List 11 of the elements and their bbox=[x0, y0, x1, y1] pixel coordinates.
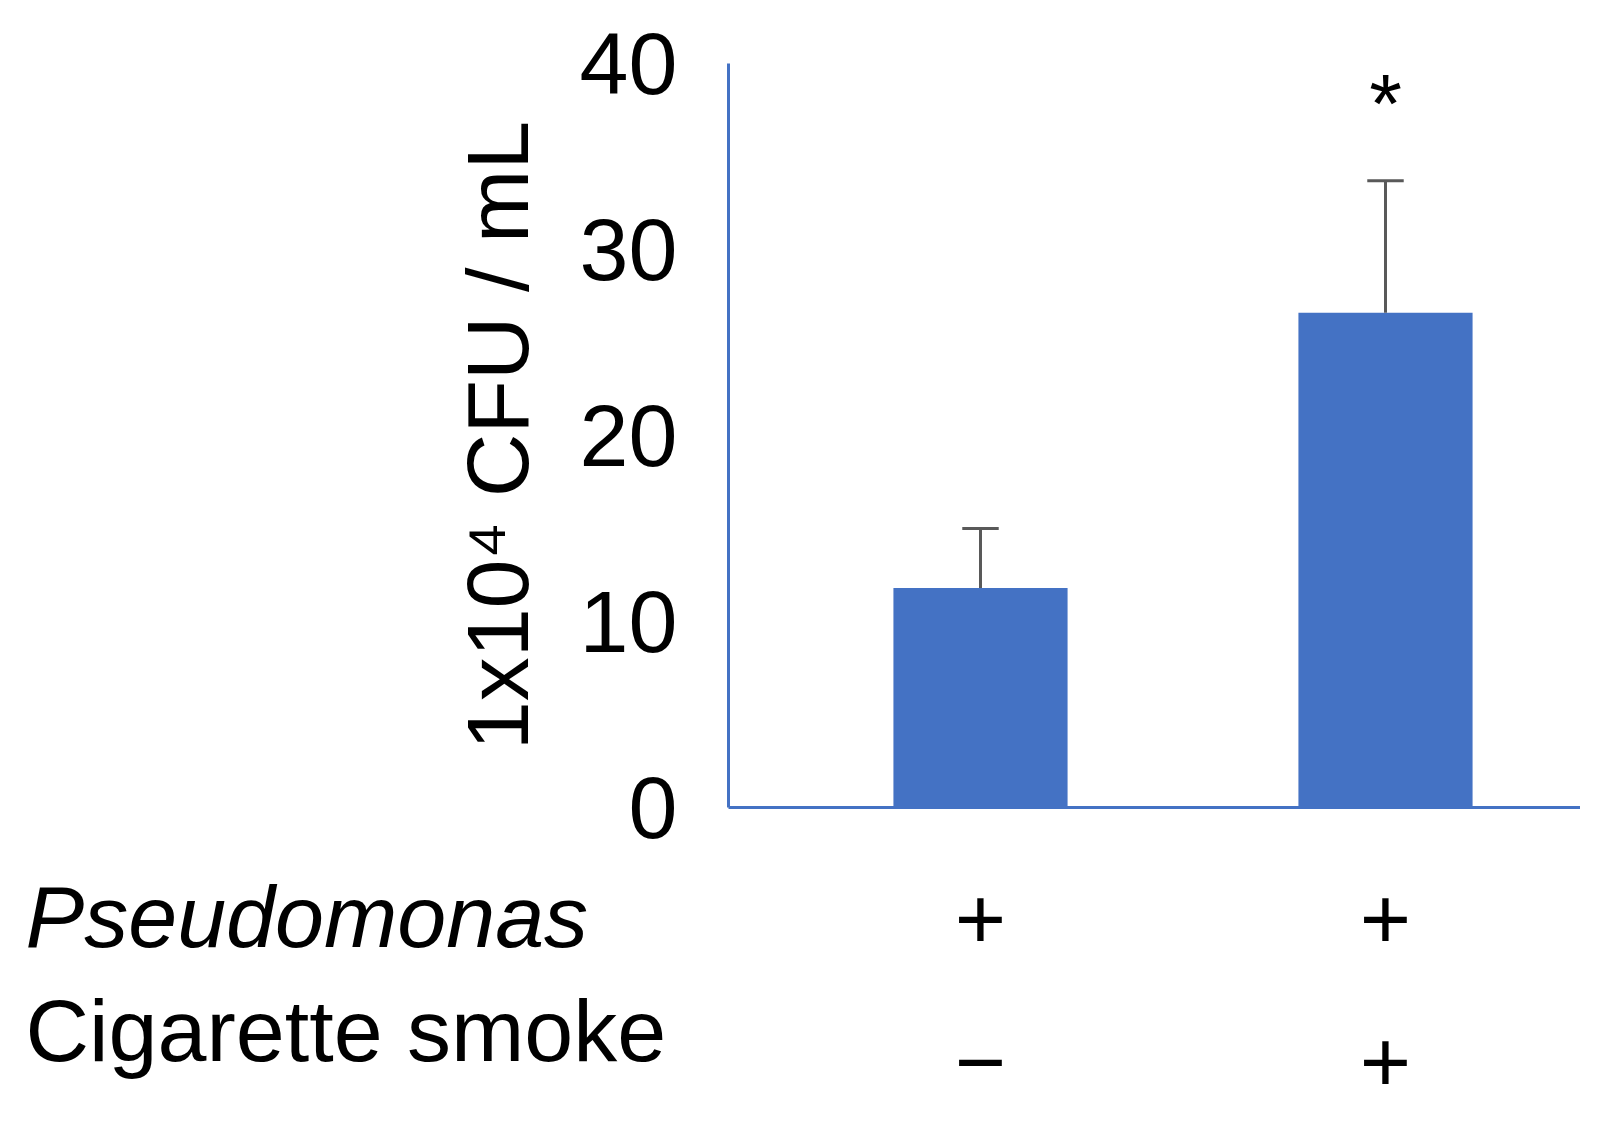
annotation: * bbox=[1369, 56, 1402, 151]
y-axis-title: 1x10⁴ CFU / mL bbox=[447, 120, 547, 751]
y-tick-label: 20 bbox=[579, 385, 678, 485]
text: Cigarette smoke bbox=[25, 980, 667, 1080]
y-tick-label: 10 bbox=[579, 571, 678, 671]
y-tick-label: 40 bbox=[579, 13, 678, 113]
text: Pseudomonas bbox=[25, 866, 589, 966]
x-tick-label: + − bbox=[954, 868, 1007, 1112]
y-tick-label: 30 bbox=[579, 199, 678, 299]
x-tick-label: + + bbox=[1359, 868, 1412, 1112]
y-tick-label: 0 bbox=[628, 757, 678, 857]
